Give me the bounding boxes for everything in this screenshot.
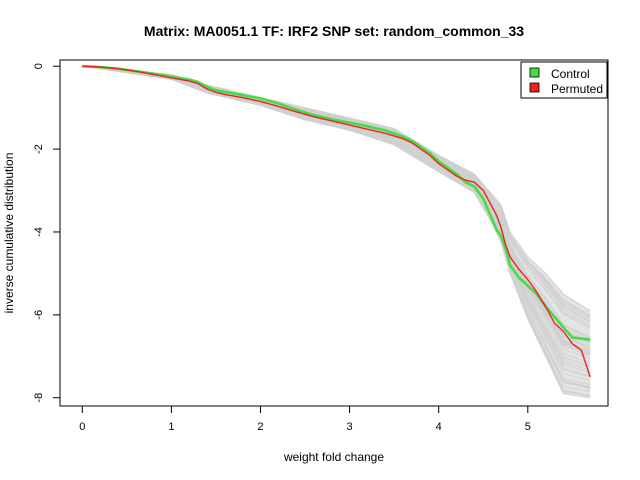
series-line-control bbox=[82, 64, 591, 341]
background-trace bbox=[82, 65, 591, 346]
plot-frame bbox=[59, 59, 609, 407]
x-tick-label: 3 bbox=[347, 421, 353, 433]
background-trace bbox=[82, 65, 591, 377]
legend-swatch-permuted bbox=[529, 82, 540, 93]
x-tick-label: 5 bbox=[525, 421, 531, 433]
x-axis: 0 1 2 3 4 5 bbox=[79, 405, 531, 433]
x-tick-label: 2 bbox=[257, 421, 263, 433]
background-trace bbox=[82, 65, 591, 327]
legend-label-control: Control bbox=[551, 67, 590, 81]
background-trace bbox=[82, 65, 591, 368]
background-trace bbox=[82, 65, 591, 385]
background-trace bbox=[82, 65, 591, 374]
background-trace bbox=[82, 65, 591, 349]
background-trace bbox=[82, 65, 591, 367]
background-trace bbox=[82, 65, 591, 381]
background-trace bbox=[82, 65, 591, 340]
y-tick-label: -8 bbox=[33, 393, 45, 403]
background-trace bbox=[82, 65, 591, 388]
y-axis-label: inverse cumulative distribution bbox=[2, 153, 16, 314]
background-trace bbox=[82, 65, 591, 352]
background-trace bbox=[82, 65, 591, 357]
chart-title: Matrix: MA0051.1 TF: IRF2 SNP set: rando… bbox=[144, 23, 524, 39]
plot-area bbox=[82, 64, 591, 399]
x-tick-label: 4 bbox=[436, 421, 442, 433]
y-tick-label: -6 bbox=[33, 310, 45, 320]
background-trace bbox=[82, 65, 591, 356]
y-tick-label: -4 bbox=[33, 227, 45, 237]
background-trace bbox=[82, 65, 591, 388]
background-trace bbox=[82, 65, 591, 325]
y-tick-label: 0 bbox=[33, 63, 45, 69]
background-trace bbox=[82, 65, 591, 342]
background-trace bbox=[82, 65, 591, 389]
background-trace bbox=[82, 65, 591, 399]
background-trace bbox=[82, 65, 591, 348]
series-line-permuted bbox=[82, 65, 591, 378]
background-trace bbox=[82, 65, 591, 378]
background-trace bbox=[82, 65, 591, 329]
background-trace bbox=[82, 65, 591, 371]
legend-swatch-control bbox=[529, 67, 540, 78]
x-tick-label: 0 bbox=[79, 421, 85, 433]
background-trace bbox=[82, 65, 591, 360]
background-trace bbox=[82, 65, 591, 344]
y-tick-label: -2 bbox=[33, 144, 45, 154]
background-trace bbox=[82, 65, 591, 350]
background-trace bbox=[82, 65, 591, 339]
legend-label-permuted: Permuted bbox=[551, 82, 603, 96]
background-trace bbox=[82, 65, 591, 343]
background-trace bbox=[82, 65, 591, 351]
legend: Control Permuted bbox=[520, 61, 608, 99]
background-trace bbox=[82, 65, 591, 354]
background-trace bbox=[82, 65, 591, 364]
y-axis: 0 -2 -4 -6 -8 bbox=[33, 63, 61, 403]
background-trace bbox=[82, 65, 591, 353]
x-tick-label: 1 bbox=[168, 421, 174, 433]
x-axis-label: weight fold change bbox=[283, 450, 384, 464]
background-trace bbox=[82, 65, 591, 354]
background-trace bbox=[82, 65, 591, 338]
background-trace bbox=[82, 65, 591, 388]
